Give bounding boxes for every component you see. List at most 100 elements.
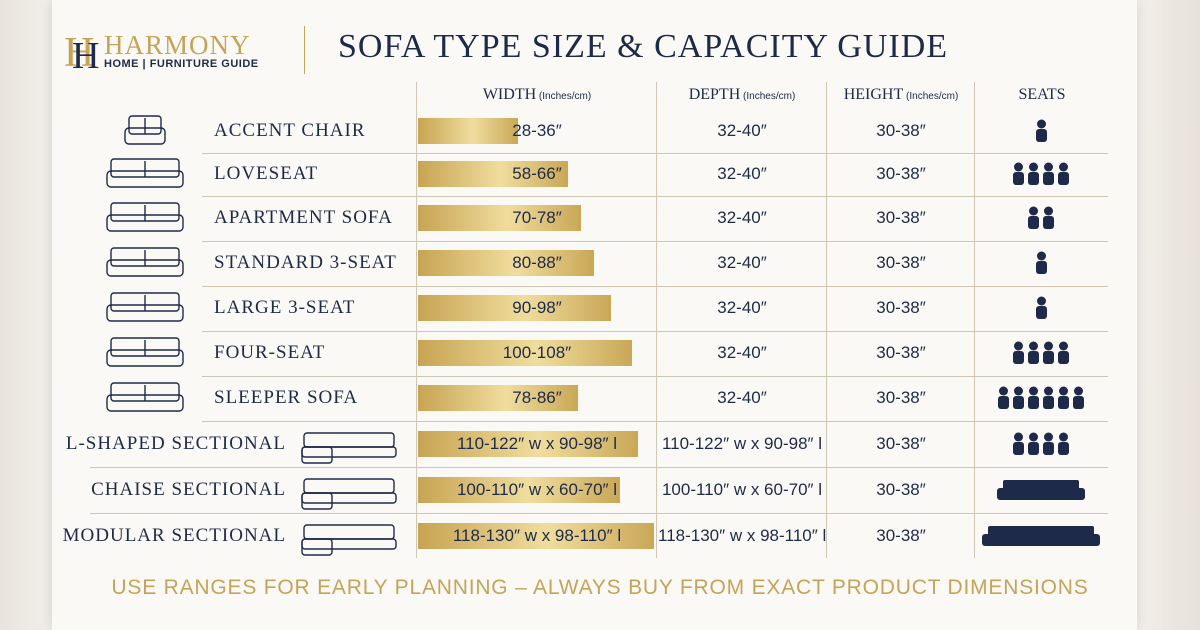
width: 80-88″ (512, 253, 562, 272)
sofa-icon (106, 247, 184, 277)
svg-text:H: H (72, 35, 99, 72)
column-divider (974, 82, 975, 558)
height: 30-38″ (876, 164, 926, 183)
column-divider (416, 82, 417, 558)
column-label: SEATS (1018, 86, 1066, 103)
sofa-type: CHAISE SECTIONAL (91, 479, 286, 500)
sofa-type: LARGE 3-SEAT (214, 297, 356, 318)
seat-icon (997, 480, 1085, 500)
sofa-icon (106, 158, 184, 188)
sofa-icon (301, 432, 397, 464)
column-divider (656, 82, 657, 558)
footer: USE RANGES FOR EARLY PLANNING – ALWAYS B… (111, 576, 1089, 599)
row-divider (202, 421, 1108, 422)
width-bar (418, 477, 620, 503)
row-divider (202, 375, 1108, 377)
width: 90-98″ (512, 298, 562, 317)
depth: 32-40″ (717, 253, 767, 272)
width: 58-66″ (512, 164, 562, 183)
height: 30-38″ (876, 526, 926, 545)
width-bar (418, 431, 638, 457)
row-divider (202, 240, 1108, 242)
row-divider (202, 152, 1108, 154)
column-unit: (Inches/cm) (536, 91, 592, 102)
depth: 32-40″ (717, 164, 767, 183)
seat-icon (1013, 432, 1069, 455)
width-bar (418, 205, 581, 231)
sofa-icon (124, 115, 166, 145)
height: 30-38″ (876, 480, 926, 499)
sofa-icon (106, 292, 184, 322)
height: 30-38″ (876, 298, 926, 317)
column-header: SEATS (976, 86, 1108, 104)
depth: 32-40″ (717, 343, 767, 362)
tagline: HOME | FURNITURE GUIDE (104, 58, 259, 70)
column-divider (826, 82, 827, 558)
depth: 32-40″ (717, 298, 767, 317)
title: SOFA TYPE SIZE & CAPACITY GUIDE (338, 28, 949, 65)
depth: 32-40″ (717, 388, 767, 407)
sofa-icon (106, 382, 184, 412)
width: 118-130″ w x 98-110″ l (452, 526, 622, 545)
column-unit: (Inches/cm) (740, 91, 796, 102)
width-bar (418, 523, 654, 549)
depth: 118-130″ w x 98-110″ l (658, 526, 827, 545)
column-label: HEIGHT (843, 86, 904, 103)
height: 30-38″ (876, 434, 926, 453)
column-header: HEIGHT (Inches/cm) (828, 86, 974, 104)
height: 30-38″ (876, 208, 926, 227)
width: 100-108″ (502, 343, 572, 362)
depth: 32-40″ (717, 121, 767, 140)
logo: HARMONY (104, 30, 251, 60)
row-divider (202, 196, 1108, 197)
seat-icon (1013, 162, 1069, 185)
sofa-type: MODULAR SECTIONAL (62, 525, 286, 546)
sofa-type: APARTMENT SOFA (214, 207, 393, 228)
logo-mark: H H (64, 30, 99, 72)
sofa-icon (301, 478, 397, 510)
seat-icon (982, 526, 1100, 546)
width-bar (418, 385, 578, 411)
height: 30-38″ (876, 253, 926, 272)
column-label: DEPTH (688, 86, 741, 103)
divider (304, 26, 305, 74)
sofa-icon (106, 202, 184, 232)
height: 30-38″ (876, 388, 926, 407)
sofa-icon (106, 337, 184, 367)
column-label: WIDTH (482, 86, 537, 103)
seat-icon (1013, 341, 1069, 364)
width-bar (418, 295, 611, 321)
sofa-icon (301, 524, 397, 556)
depth: 100-110″ w x 60-70″ l (661, 480, 823, 499)
width: 78-86″ (512, 388, 562, 407)
row-divider (202, 285, 1108, 287)
svg-text:H: H (64, 30, 94, 72)
column-header: DEPTH (Inches/cm) (658, 86, 826, 104)
sofa-type: SLEEPER SOFA (214, 387, 359, 408)
seat-icon (1035, 251, 1047, 274)
width-bar (418, 118, 518, 144)
seat-icon (1035, 119, 1047, 142)
seat-icon (1035, 296, 1047, 319)
depth: 110-122″ w x 90-98″ l (661, 434, 823, 453)
width-bar (418, 250, 594, 276)
sofa-type: ACCENT CHAIR (214, 120, 366, 141)
row-divider (90, 513, 1108, 514)
width: 100-110″ w x 60-70″ l (456, 480, 618, 499)
height: 30-38″ (876, 343, 926, 362)
column-unit: (Inches/cm) (903, 91, 959, 102)
column-header: WIDTH (Inches/cm) (418, 86, 656, 104)
width-bar (418, 161, 568, 187)
width: 28-36″ (512, 121, 562, 140)
sofa-type: STANDARD 3-SEAT (214, 252, 397, 273)
sofa-type: FOUR-SEAT (214, 342, 326, 363)
width: 110-122″ w x 90-98″ l (456, 434, 618, 453)
width-bar (418, 340, 632, 366)
row-divider (202, 330, 1108, 332)
height: 30-38″ (876, 121, 926, 140)
seat-icon (998, 386, 1084, 409)
depth: 32-40″ (717, 208, 767, 227)
width: 70-78″ (512, 208, 562, 227)
sofa-type: LOVESEAT (214, 163, 319, 184)
